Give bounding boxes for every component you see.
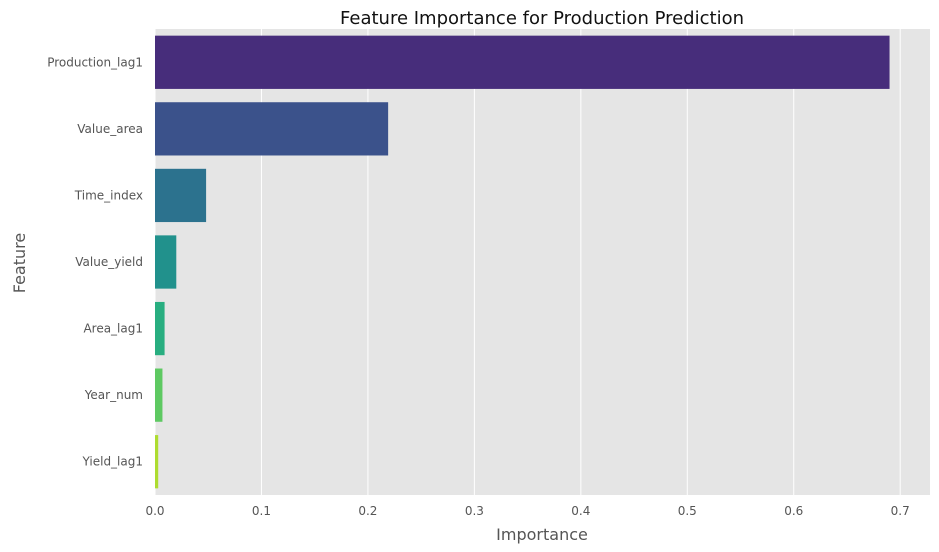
bar bbox=[155, 168, 207, 223]
x-tick-label: 0.0 bbox=[145, 504, 164, 518]
x-tick-label: 0.6 bbox=[784, 504, 803, 518]
x-tick-label: 0.2 bbox=[358, 504, 377, 518]
x-tick-labels: 0.0 0.1 0.2 0.3 0.4 0.5 0.6 0.7 bbox=[145, 504, 909, 518]
y-tick-label: Time_index bbox=[74, 188, 143, 202]
y-tick-label: Value_area bbox=[77, 122, 143, 136]
bar bbox=[155, 235, 177, 289]
y-tick-label: Area_lag1 bbox=[83, 322, 143, 336]
y-axis-title: Feature bbox=[10, 233, 29, 293]
x-tick-label: 0.1 bbox=[252, 504, 271, 518]
x-tick-label: 0.7 bbox=[891, 504, 910, 518]
x-tick-label: 0.5 bbox=[678, 504, 697, 518]
y-tick-label: Year_num bbox=[84, 388, 143, 402]
bars bbox=[155, 35, 890, 489]
plot-area bbox=[155, 29, 930, 495]
x-tick-label: 0.4 bbox=[571, 504, 590, 518]
bar bbox=[155, 35, 890, 89]
x-axis-title: Importance bbox=[496, 525, 588, 544]
chart-title: Feature Importance for Production Predic… bbox=[340, 8, 744, 29]
bar bbox=[155, 368, 163, 422]
y-tick-label: Production_lag1 bbox=[47, 55, 143, 69]
bar bbox=[155, 435, 159, 489]
bar bbox=[155, 301, 165, 356]
x-tick-label: 0.3 bbox=[465, 504, 484, 518]
y-tick-label: Yield_lag1 bbox=[81, 455, 143, 469]
bar bbox=[155, 102, 389, 156]
y-tick-labels: Production_lag1 Value_area Time_index Value… bbox=[47, 55, 143, 468]
y-tick-label: Value_yield bbox=[75, 255, 143, 269]
